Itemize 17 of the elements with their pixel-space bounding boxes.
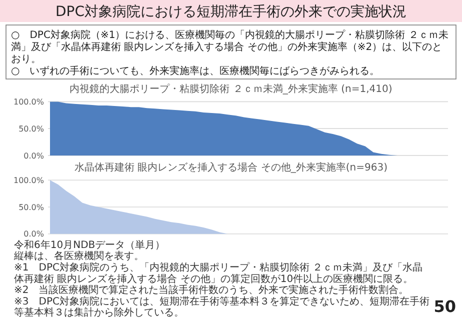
- text: DPC対象病院における短期滞在手術の外来での実施状況: [56, 4, 406, 20]
- text: ※2 当該医療機関で算定された当該手術件数のうち、外来で実施された手術件数割合。: [14, 284, 409, 296]
- text: ※1 DPC対象病院のうち、「内視鏡的大腸ポリープ・粘膜切除術 ２ｃｍ未満」及び「水晶体再建術 眼内レンズを挿入する場合 その他」の算定回数が10件以上の医療機関に限る。: [14, 262, 423, 285]
- text: 50: [434, 297, 456, 316]
- y-tick-label: 100.0%: [13, 176, 44, 185]
- chart-title: 内視鏡的大腸ポリープ・粘膜切除術 ２ｃｍ未満_外来実施率 (n=1,410): [70, 83, 392, 95]
- y-tick-label: 0.0%: [24, 151, 44, 160]
- text: 縦棒は、各医療機関を表す。: [13, 250, 144, 262]
- y-tick-label: 50.0%: [18, 202, 44, 212]
- chart-title: 水晶体再建術 眼内レンズを挿入する場合 その他_外来実施率(n=963): [74, 161, 388, 174]
- y-tick-label: 50.0%: [18, 124, 44, 134]
- text: ○ いずれの手術についても、外来実施率は、医療機関毎にばらつきがみられる。: [11, 65, 380, 77]
- text: 令和6年10月NDBデータ（単月）: [14, 238, 166, 251]
- text: ○ DPC対象病院（※1）における、医療機関毎の「内視鏡的大腸ポリープ・粘膜切除術 ２ｃｍ未満」及び「水晶体再建術 眼内レンズを挿入する場合 その他」の外来実施率（※2）は、以下のとおり。: [11, 29, 448, 65]
- y-tick-label: 100.0%: [13, 97, 44, 106]
- y-tick-label: 0.0%: [24, 230, 44, 239]
- text: ※3 DPC対象病院においては、短期滞在手術等基本料３を算定できないため、短期滞在手術等基本料３は集計から除外している。: [14, 295, 430, 319]
